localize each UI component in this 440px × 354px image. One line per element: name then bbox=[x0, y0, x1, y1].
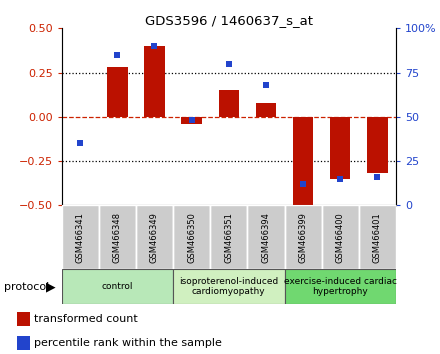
Text: GSM466399: GSM466399 bbox=[299, 212, 308, 263]
Text: control: control bbox=[102, 282, 133, 291]
Bar bbox=[107, 67, 128, 117]
Bar bbox=[219, 90, 239, 117]
Bar bbox=[359, 205, 396, 269]
Bar bbox=[136, 205, 173, 269]
Point bbox=[151, 43, 158, 49]
Point bbox=[374, 174, 381, 180]
Bar bbox=[247, 205, 285, 269]
Bar bbox=[285, 205, 322, 269]
Bar bbox=[293, 117, 313, 205]
Text: isoproterenol-induced
cardiomyopathy: isoproterenol-induced cardiomyopathy bbox=[179, 277, 279, 296]
Text: ▶: ▶ bbox=[46, 280, 55, 293]
Text: GSM466400: GSM466400 bbox=[336, 212, 345, 263]
Bar bbox=[256, 103, 276, 117]
Text: GSM466401: GSM466401 bbox=[373, 212, 382, 263]
Point bbox=[114, 52, 121, 58]
Point bbox=[300, 181, 307, 187]
Bar bbox=[17, 312, 30, 326]
Text: percentile rank within the sample: percentile rank within the sample bbox=[34, 338, 222, 348]
Point bbox=[77, 141, 84, 146]
Bar bbox=[144, 46, 165, 117]
Point bbox=[337, 176, 344, 182]
Text: GSM466394: GSM466394 bbox=[261, 212, 271, 263]
Text: GSM466341: GSM466341 bbox=[76, 212, 84, 263]
Title: GDS3596 / 1460637_s_at: GDS3596 / 1460637_s_at bbox=[145, 14, 313, 27]
Point bbox=[225, 61, 232, 67]
Bar bbox=[17, 336, 30, 350]
Text: GSM466349: GSM466349 bbox=[150, 212, 159, 263]
Bar bbox=[99, 205, 136, 269]
Point bbox=[188, 118, 195, 123]
Bar bbox=[210, 205, 247, 269]
Bar bbox=[173, 269, 285, 304]
Bar bbox=[173, 205, 210, 269]
Text: GSM466351: GSM466351 bbox=[224, 212, 233, 263]
Bar bbox=[367, 117, 388, 173]
Text: protocol: protocol bbox=[4, 282, 50, 292]
Bar bbox=[322, 205, 359, 269]
Text: GSM466350: GSM466350 bbox=[187, 212, 196, 263]
Text: transformed count: transformed count bbox=[34, 314, 138, 324]
Bar bbox=[62, 269, 173, 304]
Text: exercise-induced cardiac
hypertrophy: exercise-induced cardiac hypertrophy bbox=[284, 277, 397, 296]
Text: GSM466348: GSM466348 bbox=[113, 212, 122, 263]
Bar bbox=[330, 117, 351, 179]
Bar bbox=[62, 205, 99, 269]
Bar bbox=[181, 117, 202, 124]
Bar bbox=[285, 269, 396, 304]
Point bbox=[262, 82, 269, 88]
